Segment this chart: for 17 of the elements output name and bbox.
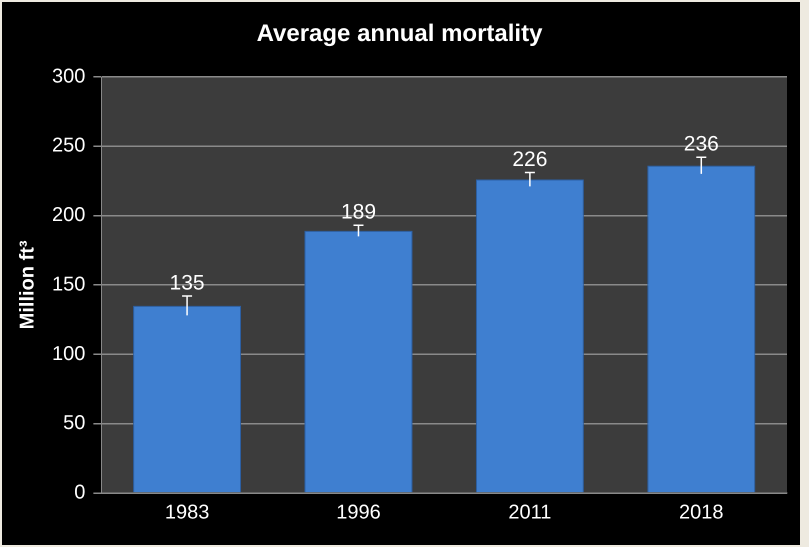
y-tick-label: 100 (52, 342, 86, 365)
x-tick-label: 2011 (508, 502, 552, 524)
chart-title: Average annual mortality (256, 20, 544, 48)
data-label: 226 (512, 148, 548, 171)
x-tick-label: 1996 (336, 502, 381, 524)
data-label: 236 (684, 132, 719, 156)
x-tick-label: 2018 (679, 502, 724, 524)
y-tick-label: 50 (63, 412, 86, 434)
data-label: 135 (170, 271, 205, 294)
x-tick-label: 1983 (164, 502, 210, 524)
data-label: 189 (340, 200, 376, 224)
y-tick-label: 300 (52, 65, 86, 88)
y-tick-label: 200 (52, 204, 86, 226)
y-tick-label: 250 (52, 134, 86, 157)
y-axis-title: Million ft³ (16, 240, 39, 330)
y-tick-label: 150 (52, 273, 86, 296)
y-tick-label: 0 (74, 482, 86, 504)
